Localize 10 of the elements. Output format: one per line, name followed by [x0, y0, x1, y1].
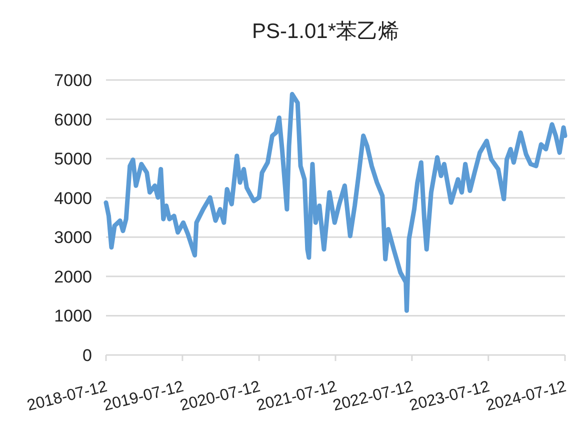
- y-tick-label: 2000: [54, 267, 92, 286]
- y-tick-label: 1000: [54, 306, 92, 326]
- y-tick-label: 4000: [54, 188, 92, 208]
- y-tick-label: 3000: [54, 228, 92, 248]
- y-tick-label: 7000: [54, 71, 92, 90]
- y-tick-label: 0: [82, 346, 92, 365]
- line-series: [104, 92, 568, 313]
- chart-title: PS-1.01*苯乙烯: [252, 20, 400, 43]
- y-tick-label: 6000: [54, 110, 92, 130]
- y-tick-label: 5000: [54, 150, 92, 169]
